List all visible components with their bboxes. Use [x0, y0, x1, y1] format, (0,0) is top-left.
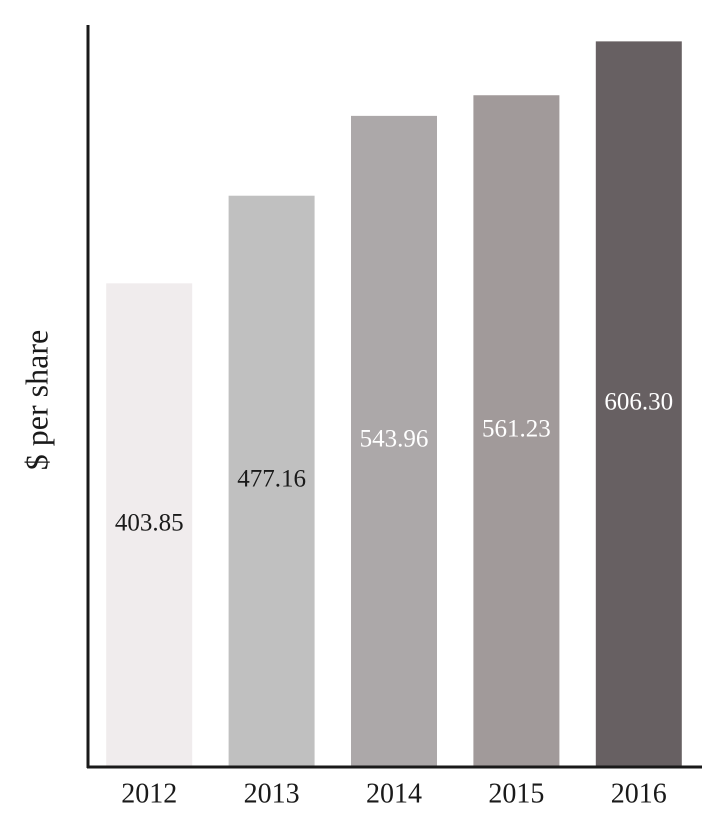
bar — [106, 283, 193, 766]
value-label: 477.16 — [237, 466, 306, 493]
x-tick-label: 2014 — [366, 778, 422, 809]
x-tick-label: 2016 — [611, 778, 667, 809]
y-axis-label: $ per share — [18, 330, 54, 470]
value-label: 561.23 — [482, 415, 551, 442]
bar — [473, 95, 560, 767]
bar — [595, 41, 682, 766]
value-label: 543.96 — [360, 426, 429, 453]
bar — [228, 195, 315, 766]
bar — [351, 115, 437, 766]
value-label: 403.85 — [115, 509, 184, 536]
value-label: 606.30 — [604, 388, 673, 415]
x-tick-label: 2015 — [488, 778, 544, 809]
x-tick-label: 2013 — [244, 778, 300, 809]
x-tick-label: 2012 — [121, 778, 177, 809]
